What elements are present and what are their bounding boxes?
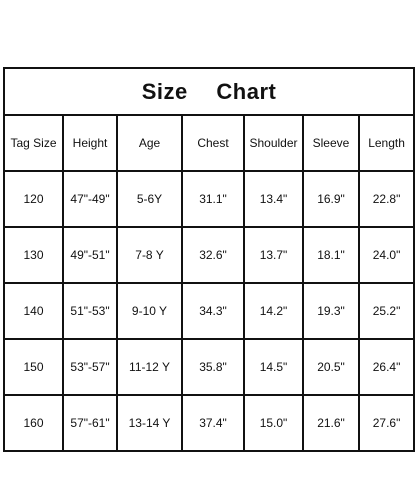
size-chart: Size Chart Tag Size Height Age Chest Shoulde…: [2, 67, 416, 452]
data-cell: 140: [3, 282, 64, 340]
data-cell: 35.8": [181, 338, 245, 396]
data-cell: 13-14 Y: [116, 394, 183, 452]
data-cell: 57"-61": [62, 394, 118, 452]
header-cell: Age: [116, 114, 183, 172]
header-cell: Tag Size: [3, 114, 64, 172]
data-cell: 120: [3, 170, 64, 228]
data-cell: 9-10 Y: [116, 282, 183, 340]
data-cell: 19.3": [302, 282, 360, 340]
data-cell: 160: [3, 394, 64, 452]
data-cell: 150: [3, 338, 64, 396]
data-cell: 22.8": [357, 170, 416, 228]
header-cell: Sleeve: [302, 114, 360, 172]
data-cell: 5-6Y: [116, 170, 183, 228]
header-cell: Length: [357, 114, 416, 172]
data-cell: 14.5": [243, 338, 304, 396]
data-cell: 24.0": [357, 226, 416, 284]
data-cell: 27.6": [357, 394, 416, 452]
data-row: 140 51"-53" 9-10 Y 34.3" 14.2" 19.3" 25.2": [3, 282, 416, 340]
table-title: Size Chart: [2, 67, 416, 116]
data-cell: 53"-57": [62, 338, 118, 396]
data-cell: 32.6": [181, 226, 245, 284]
data-cell: 26.4": [357, 338, 416, 396]
data-cell: 37.4": [181, 394, 245, 452]
data-row: 150 53"-57" 11-12 Y 35.8" 14.5" 20.5" 26.4": [3, 338, 416, 396]
data-cell: 47"-49": [62, 170, 118, 228]
table-body: Size Chart Tag Size Height Age Chest Shoulde…: [2, 67, 416, 452]
header-row: Tag Size Height Age Chest Shoulder Sleeve Leng…: [3, 114, 416, 172]
data-cell: 14.2": [243, 282, 304, 340]
data-cell: 13.4": [243, 170, 304, 228]
size-table: Size Chart Tag Size Height Age Chest Shoulde…: [2, 67, 416, 452]
data-cell: 13.7": [243, 226, 304, 284]
data-cell: 20.5": [302, 338, 360, 396]
data-row: 160 57"-61" 13-14 Y 37.4" 15.0" 21.6" 27.6": [3, 394, 416, 452]
data-row: 130 49"-51" 7-8 Y 32.6" 13.7" 18.1" 24.0": [3, 226, 416, 284]
data-cell: 51"-53": [62, 282, 118, 340]
header-cell: Height: [62, 114, 118, 172]
header-cell: Shoulder: [243, 114, 304, 172]
data-cell: 34.3": [181, 282, 245, 340]
header-cell: Chest: [181, 114, 245, 172]
data-cell: 18.1": [302, 226, 360, 284]
data-cell: 21.6": [302, 394, 360, 452]
data-cell: 130: [3, 226, 64, 284]
data-row: 120 47"-49" 5-6Y 31.1" 13.4" 16.9" 22.8": [3, 170, 416, 228]
data-cell: 16.9": [302, 170, 360, 228]
data-cell: 11-12 Y: [116, 338, 183, 396]
data-cell: 49"-51": [62, 226, 118, 284]
title-row: Size Chart: [2, 67, 416, 116]
data-cell: 7-8 Y: [116, 226, 183, 284]
data-cell: 31.1": [181, 170, 245, 228]
data-cell: 25.2": [357, 282, 416, 340]
data-cell: 15.0": [243, 394, 304, 452]
